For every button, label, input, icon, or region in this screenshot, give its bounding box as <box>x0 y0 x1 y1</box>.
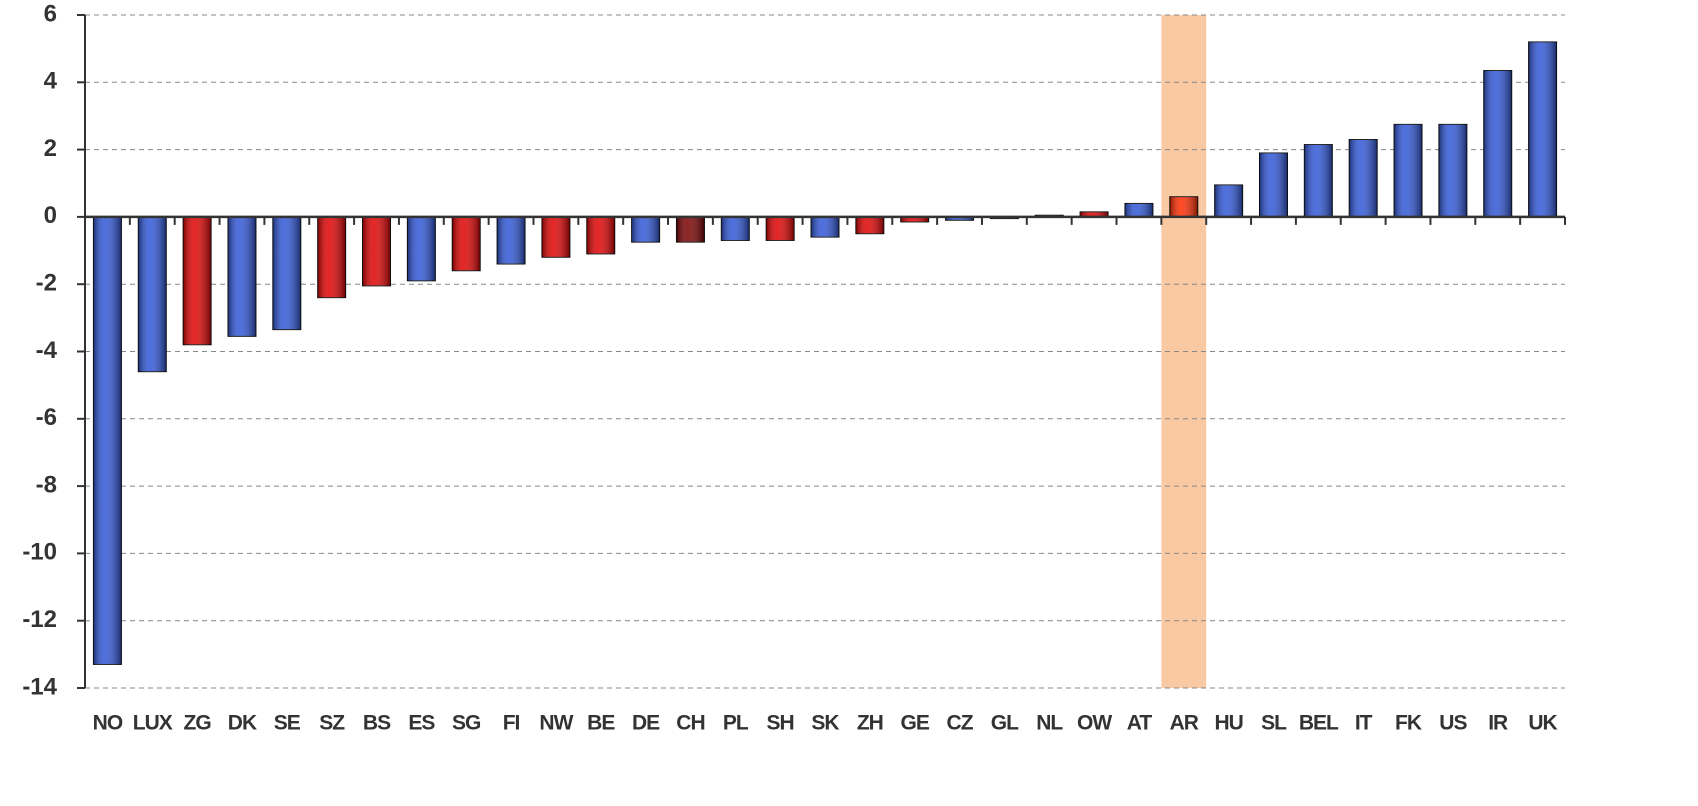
y-tick-label: 6 <box>44 0 57 27</box>
bar <box>855 216 885 235</box>
bar <box>1303 144 1333 218</box>
y-tick-label: -6 <box>36 404 57 431</box>
bar <box>1169 196 1199 218</box>
bar <box>496 216 526 265</box>
x-tick-label: LUX <box>133 712 173 735</box>
x-tick-label: BE <box>587 712 615 735</box>
bar <box>631 216 661 243</box>
x-tick-label: SE <box>274 712 301 735</box>
x-tick-label: NO <box>93 712 123 735</box>
x-tick-label: IR <box>1488 712 1508 735</box>
bar <box>586 216 616 255</box>
bar <box>1214 184 1244 218</box>
y-tick-label: -12 <box>22 606 57 633</box>
y-tick-label: -4 <box>36 337 58 364</box>
bar <box>137 216 167 373</box>
x-tick-label: IT <box>1355 712 1373 735</box>
x-tick-label: ES <box>408 712 435 735</box>
y-tick-label: -8 <box>36 471 57 498</box>
y-tick-label: 2 <box>44 135 57 162</box>
bar <box>1438 123 1468 218</box>
bar <box>1393 123 1423 218</box>
x-tick-label: HU <box>1214 712 1242 735</box>
x-tick-label: DK <box>228 712 257 735</box>
bar <box>675 216 705 243</box>
x-tick-label: CZ <box>947 712 974 735</box>
bar <box>541 216 571 258</box>
x-tick-label: GL <box>991 712 1019 735</box>
x-tick-label: DE <box>632 712 660 735</box>
y-tick-label: -10 <box>22 539 57 566</box>
x-tick-label: NW <box>539 712 573 735</box>
x-tick-label: SG <box>452 712 481 735</box>
bar <box>362 216 392 287</box>
x-tick-label: UK <box>1528 712 1557 735</box>
x-tick-label: AR <box>1170 712 1199 735</box>
x-tick-label: OW <box>1077 712 1112 735</box>
x-tick-label: PL <box>723 712 749 735</box>
bar <box>1483 70 1513 218</box>
x-tick-label: SK <box>811 712 839 735</box>
bar <box>720 216 750 241</box>
x-tick-label: ZH <box>857 712 883 735</box>
x-tick-label: CH <box>676 712 704 735</box>
x-tick-label: AT <box>1127 712 1153 735</box>
bar <box>1528 41 1558 218</box>
y-tick-label: -14 <box>22 673 57 700</box>
x-tick-label: ZG <box>184 712 212 735</box>
x-tick-label: BEL <box>1299 712 1339 735</box>
x-tick-label: FK <box>1395 712 1422 735</box>
bar <box>406 216 436 282</box>
y-tick-label: 4 <box>44 68 58 95</box>
bar <box>227 216 257 337</box>
bar <box>810 216 840 238</box>
x-tick-label: BS <box>363 712 391 735</box>
bar <box>317 216 347 299</box>
x-tick-label: US <box>1439 712 1467 735</box>
y-tick-label: 0 <box>44 202 57 229</box>
bar <box>1124 202 1154 218</box>
bar <box>182 216 212 346</box>
bar <box>765 216 795 241</box>
x-tick-label: SL <box>1261 712 1287 735</box>
y-tick-label: -2 <box>36 270 57 297</box>
x-tick-label: FI <box>503 712 520 735</box>
bar <box>92 216 122 665</box>
bar <box>1348 139 1378 218</box>
bar <box>1258 152 1288 218</box>
bar <box>272 216 302 331</box>
bar <box>451 216 481 272</box>
x-tick-label: SH <box>767 712 794 735</box>
x-tick-label: SZ <box>319 712 345 735</box>
x-tick-label: NL <box>1036 712 1063 735</box>
x-tick-label: GE <box>901 712 930 735</box>
